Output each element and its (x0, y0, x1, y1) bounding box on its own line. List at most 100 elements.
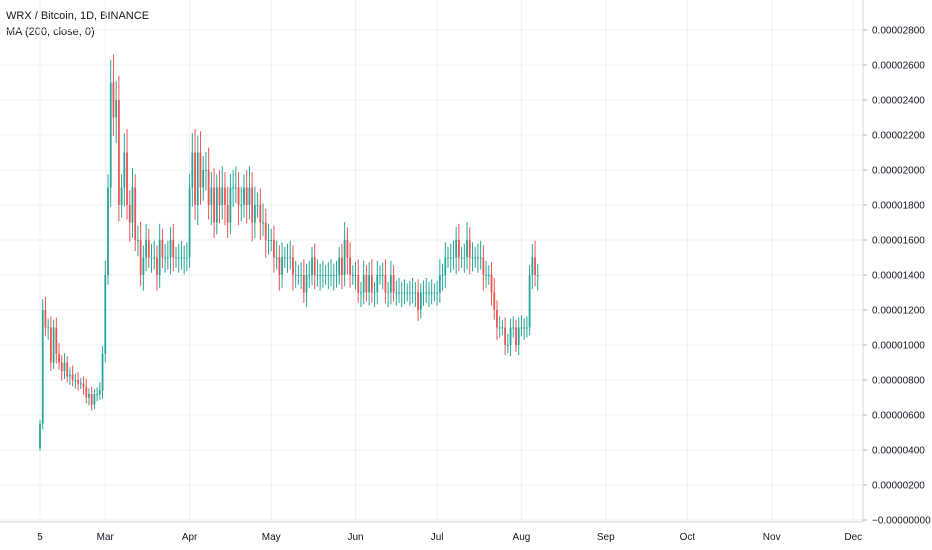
candle-body (411, 292, 414, 294)
y-tick-label: 0.00002800 (872, 26, 925, 37)
candle-body (253, 205, 256, 223)
candle-body (177, 257, 180, 259)
candle-body (389, 275, 392, 293)
candle-body (354, 275, 357, 276)
candle-body (457, 240, 460, 258)
candle-body (41, 310, 44, 424)
candle-body (409, 292, 411, 294)
y-tick-label: 0.00002200 (872, 131, 925, 142)
candle-body (346, 240, 349, 258)
candle-body (468, 240, 471, 258)
candle-body (517, 327, 520, 345)
candle-body (316, 275, 319, 276)
candle-body (156, 257, 158, 275)
candle-body (240, 205, 243, 206)
candle-body (466, 240, 468, 258)
candle-body (330, 275, 332, 276)
candle-body (509, 327, 512, 345)
candle-body (460, 257, 463, 259)
candle-body (224, 187, 226, 205)
candle-body (319, 275, 322, 276)
candle-body (425, 292, 428, 294)
y-tick-label: 0.00002400 (872, 96, 925, 107)
candle-body (93, 394, 96, 405)
candle-body (281, 257, 283, 275)
indicator-legend[interactable]: MA (200, close, 0) (6, 26, 95, 38)
candle-body (479, 257, 482, 259)
candle-body (278, 257, 281, 275)
y-tick-label: 0.00001400 (872, 271, 925, 282)
candle-body (147, 240, 150, 258)
candle-body (275, 257, 278, 259)
x-tick-label: Dec (844, 532, 862, 543)
candle-body (498, 327, 501, 329)
x-tick-label: Oct (680, 532, 696, 543)
candle-body (63, 362, 66, 372)
candle-body (126, 152, 128, 205)
candle-body (262, 222, 264, 224)
y-tick-label: 0.00001000 (872, 341, 925, 352)
candle-body (85, 387, 88, 398)
candle-body (474, 257, 477, 259)
y-tick-label: 0.00000200 (872, 481, 925, 492)
candle-body (153, 257, 156, 259)
candle-body (128, 205, 131, 223)
candle-body (180, 257, 183, 259)
candle-body (395, 292, 398, 294)
candle-body (332, 275, 335, 276)
candle-body (534, 257, 536, 275)
candle-body (172, 240, 175, 258)
candle-body (300, 275, 303, 276)
candle-body (387, 292, 390, 294)
candle-body (71, 374, 74, 380)
candle-body (44, 310, 47, 328)
candle-body (104, 275, 107, 354)
candle-body (324, 275, 327, 276)
candle-body (341, 257, 343, 275)
candle-body (430, 292, 433, 294)
candle-body (286, 257, 289, 259)
time-axis[interactable]: 5 Mar Apr May Jun Jul Aug Sep Oct Nov Dec (37, 532, 862, 543)
candle-body (463, 257, 466, 259)
candle-body (226, 205, 229, 223)
candle-body (199, 152, 202, 188)
x-tick-label: Nov (763, 532, 781, 543)
candle-body (321, 275, 324, 276)
candle-body (490, 275, 493, 293)
y-tick-label: 0.00001600 (872, 236, 925, 247)
candle-body (444, 257, 447, 275)
candle-body (381, 275, 384, 276)
candle-body (161, 240, 164, 258)
candle-body (185, 257, 188, 259)
candle-body (221, 187, 224, 205)
candle-body (259, 205, 262, 223)
x-tick-label: Mar (97, 532, 115, 543)
candle-body (417, 292, 419, 310)
candle-body (398, 292, 400, 294)
candle-body (243, 187, 245, 205)
candle-body (335, 275, 338, 276)
candle-body (101, 353, 104, 391)
candle-body (362, 275, 365, 293)
candle-body (79, 383, 82, 385)
x-tick-label: Jun (347, 532, 363, 543)
x-tick-label: May (262, 532, 281, 543)
candle-body (485, 275, 487, 276)
symbol-title: WRX / Bitcoin, 1D, BINANCE (6, 10, 150, 22)
candle-body (455, 240, 458, 258)
candle-body (297, 275, 300, 276)
candle-body (302, 275, 305, 293)
candle-body (210, 187, 213, 205)
candle-body (90, 394, 93, 405)
y-tick-label: 0.00002000 (872, 166, 925, 177)
candles (39, 54, 539, 451)
candle-body (213, 187, 215, 223)
price-axis[interactable]: 0.00002800 0.00002600 0.00002400 0.00002200… (863, 26, 931, 527)
candle-body (188, 187, 191, 258)
candle-body (169, 240, 172, 258)
candle-body (531, 257, 534, 275)
candle-body (311, 257, 313, 275)
candle-body (109, 82, 112, 188)
candle-body (512, 327, 515, 329)
